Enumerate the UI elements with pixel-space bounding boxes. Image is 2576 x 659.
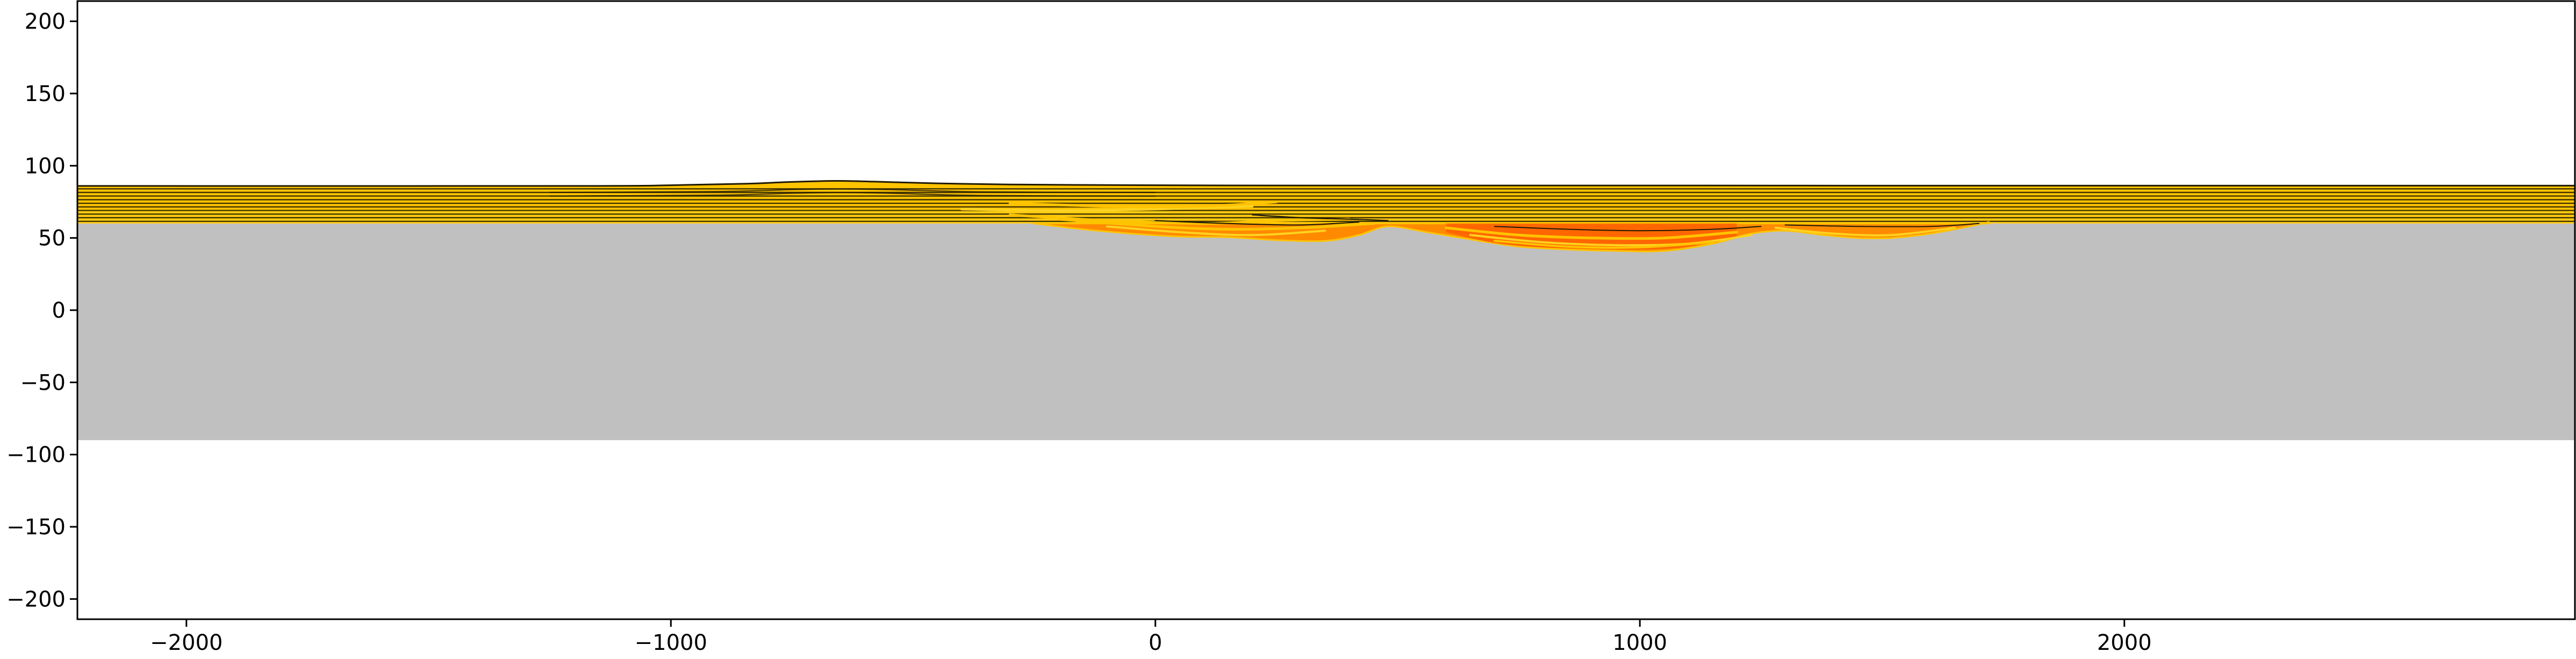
channel-streak-5 [1251, 214, 1389, 221]
y-tick-label: 200 [25, 10, 66, 34]
bulge-stratum-2 [549, 192, 1156, 197]
channel-streak-8 [1493, 240, 1714, 249]
y-tick-label: −100 [6, 443, 66, 468]
y-tick-label: 150 [25, 82, 66, 106]
y-tick-label: −150 [6, 515, 66, 540]
channel-streak-13 [1008, 200, 1278, 208]
channel-streak-9 [1494, 226, 1762, 232]
sediment-top-line [77, 180, 2575, 187]
x-tick-label: −2000 [150, 631, 223, 655]
channel-streak-11 [1784, 223, 1980, 227]
plot-area [77, 180, 2575, 440]
y-axis: 200 150 100 50 0 −50 −100 −150 −200 [6, 10, 77, 612]
x-tick-label: 1000 [1612, 631, 1667, 655]
basement-band [77, 223, 2575, 440]
channel-streak-3 [1106, 225, 1326, 237]
channel-streak-12 [960, 205, 1254, 212]
x-axis: −2000 −1000 0 1000 2000 [150, 619, 2152, 655]
y-tick-label: 100 [25, 154, 66, 178]
layer-lines [77, 188, 2575, 222]
y-tick-label: 50 [38, 226, 66, 251]
channel-streaks [960, 200, 1980, 249]
channel-streak-10 [1774, 226, 1956, 237]
y-tick-label: −50 [20, 370, 66, 395]
y-tick-label: −200 [6, 587, 66, 612]
bulge-stratum-1 [549, 188, 1156, 194]
x-tick-label: 0 [1149, 631, 1162, 655]
channel-streak-4 [1154, 220, 1360, 226]
y-tick-label: 0 [52, 298, 66, 323]
channel-streak-2 [1057, 218, 1375, 231]
channel-streak-6 [1445, 226, 1738, 240]
channel-streak-1 [1008, 213, 1351, 225]
x-tick-label: −1000 [635, 631, 707, 655]
x-tick-label: 2000 [2097, 631, 2152, 655]
